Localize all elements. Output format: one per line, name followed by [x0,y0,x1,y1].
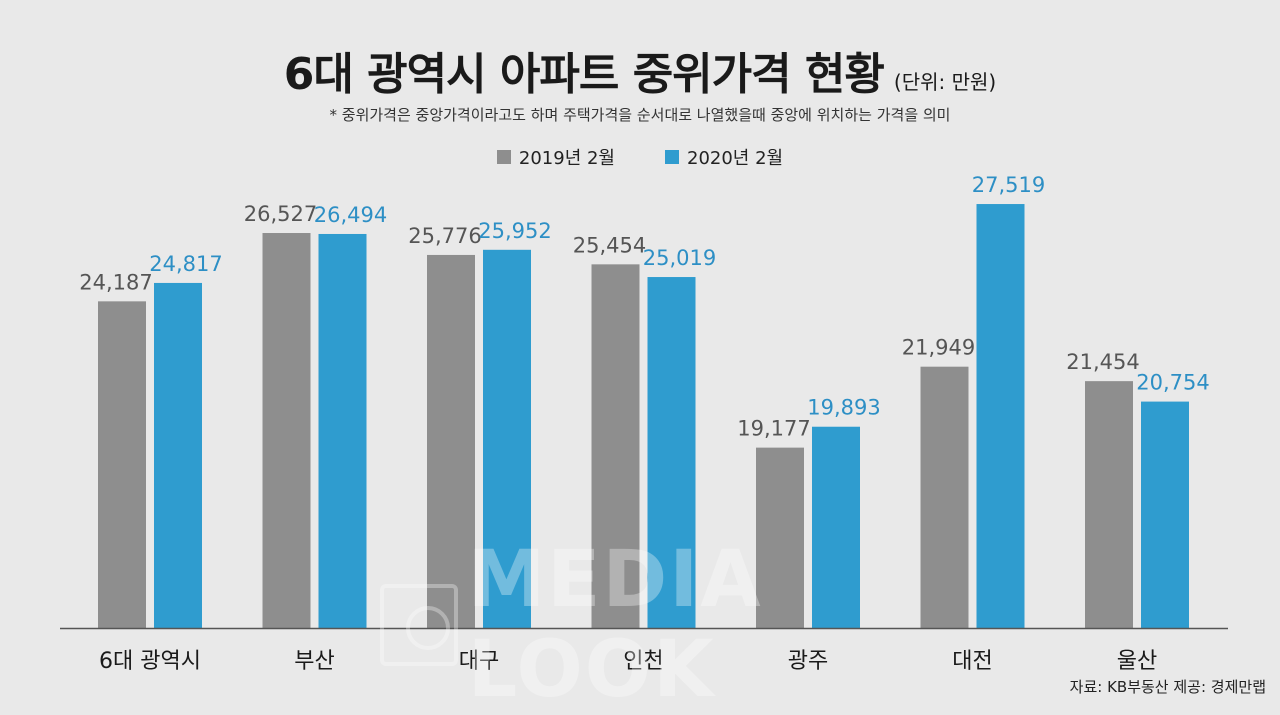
bar-2020-1 [318,233,367,628]
data-label-2019-5: 21,949 [902,336,975,360]
legend-label-2019: 2019년 2월 [518,148,615,169]
data-label-2020-4: 19,893 [807,396,880,420]
category-label-5: 대전 [952,649,992,674]
bar-2019-6 [1085,381,1133,628]
legend-label-2020: 2020년 2월 [687,148,784,169]
data-label-2020-6: 20,754 [1136,371,1209,395]
data-label-2019-2: 25,776 [408,224,481,248]
chart-title: 6대 광역시 아파트 중위가격 현황 [283,49,885,100]
legend-swatch-2019 [496,150,511,164]
data-label-2019-1: 26,527 [244,202,317,226]
data-label-2020-3: 25,019 [643,246,716,270]
bar-2020-6 [1141,401,1189,628]
category-label-0: 6대 광역시 [99,649,201,674]
bar-2019-3 [591,264,640,628]
chart-subtitle: * 중위가격은 중앙가격이라고도 하며 주택가격을 순서대로 나열했을때 중앙에… [329,106,951,124]
data-label-2020-2: 25,952 [478,219,551,243]
category-label-4: 광주 [788,649,828,674]
legend: 2019년 2월 2020년 2월 [0,144,1280,170]
category-label-1: 부산 [294,649,334,674]
data-label-2019-0: 24,187 [79,270,152,294]
data-label-2020-1: 26,494 [314,203,387,227]
bar-2020-3 [647,277,696,628]
bar-2019-0 [98,301,146,628]
data-label-2020-0: 24,817 [149,252,222,276]
category-label-6: 울산 [1117,649,1157,674]
bar-2019-2 [427,254,475,628]
bar-2020-2 [483,249,531,628]
bar-2020-0 [154,282,202,628]
bar-2019-1 [262,233,311,628]
chart-title-row: 6대 광역시 아파트 중위가격 현황 (단위: 만원) [0,38,1280,102]
legend-item-2019: 2019년 2월 [496,144,615,170]
bar-2019-5 [920,366,969,628]
category-label-2: 대구 [459,649,499,674]
data-label-2019-4: 19,177 [737,417,810,441]
data-label-2019-6: 21,454 [1066,350,1139,374]
legend-item-2020: 2020년 2월 [665,144,783,170]
data-label-2019-3: 25,454 [573,233,646,257]
bar-2020-4 [812,426,860,628]
legend-swatch-2020 [665,150,679,164]
unit-label: (단위: 만원) [893,70,997,94]
data-label-2020-5: 27,519 [972,173,1045,197]
category-label-3: 인천 [623,649,663,674]
bar-2020-5 [976,204,1025,628]
source-note: 자료: KB부동산 제공: 경제만랩 [1069,678,1266,696]
bar-2019-4 [756,447,804,628]
